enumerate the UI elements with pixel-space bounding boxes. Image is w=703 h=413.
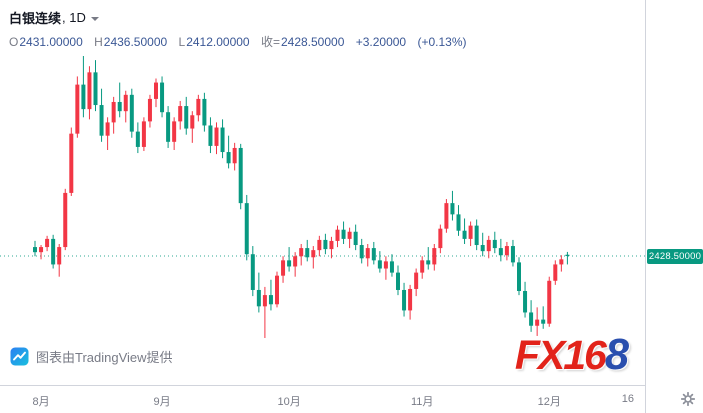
time-tick: 9月	[153, 396, 171, 408]
time-tick: 11月	[410, 396, 434, 408]
high-value: 2436.50000	[103, 35, 168, 49]
close-label: 收=	[260, 35, 280, 49]
high-label: H	[94, 35, 103, 49]
interval-label[interactable]: , 1D	[62, 10, 86, 25]
settings-gear-icon[interactable]	[681, 392, 695, 406]
symbol-name[interactable]: 白银连续	[9, 11, 62, 26]
low-value: 2412.00000	[186, 35, 250, 49]
tradingview-logo-icon	[10, 347, 29, 366]
last-price-badge: 2428.50000	[647, 248, 703, 264]
change-value: +3.20000	[355, 35, 407, 49]
low-label: L	[178, 35, 186, 49]
time-tick: 10月	[277, 396, 301, 408]
axis-corner	[645, 385, 703, 413]
chevron-down-icon[interactable]	[90, 16, 99, 21]
open-value: 2431.00000	[19, 35, 83, 49]
time-tick: 16	[621, 393, 635, 405]
fx168-logo-blue: 8	[604, 331, 629, 379]
close-value: 2428.50000	[280, 35, 345, 49]
tradingview-attribution[interactable]: 图表由TradingView提供	[10, 347, 173, 366]
open-label: O	[9, 35, 19, 49]
attribution-text: 图表由TradingView提供	[36, 350, 173, 365]
ohlc-row: O2431.00000 H2436.50000 L2412.00000 收=24…	[9, 33, 474, 50]
chart-plot-area[interactable]	[0, 0, 645, 385]
fx168-logo-red: FX16	[514, 332, 607, 378]
time-tick: 12月	[537, 396, 561, 408]
chart-header: 白银连续 , 1D O2431.00000 H2436.50000 L2412.…	[9, 8, 474, 50]
change-percent: (+0.13%)	[417, 35, 467, 49]
time-tick: 8月	[32, 396, 50, 408]
symbol-title-row: 白银连续 , 1D	[9, 8, 474, 27]
candlestick-svg	[0, 56, 645, 338]
time-axis[interactable]: 8月 9月 10月 11月 12月 16	[0, 385, 703, 413]
price-axis[interactable]: 2428.50000	[645, 0, 703, 385]
fx168-logo: FX168	[514, 331, 629, 379]
